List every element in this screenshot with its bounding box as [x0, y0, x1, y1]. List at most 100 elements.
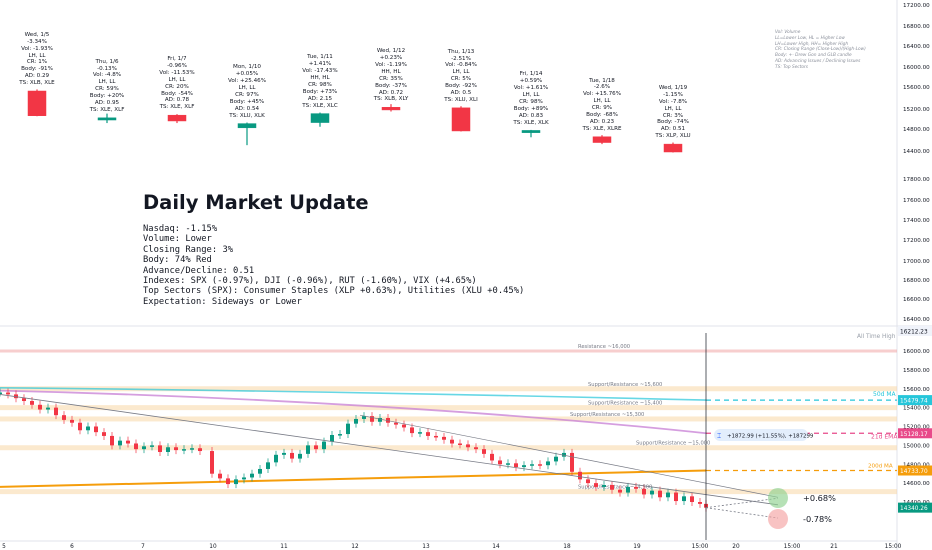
price-bar: [86, 426, 90, 431]
candle-annotation-line: Vol: +15.76%: [582, 91, 622, 98]
candle-annotation-line: +0.05%: [235, 71, 259, 78]
candle-annotation-line: CR: 20%: [165, 83, 189, 90]
candle-annotation-line: CR: 98%: [519, 98, 543, 105]
candle-annotation-line: AD: 0.23: [589, 118, 615, 125]
level-band-3: [0, 416, 897, 422]
price-bar: [274, 454, 278, 463]
candle-annotation-7: Fri, 1/14 +0.59% Vol: +1.61% LH, LL CR: 98% B…: [486, 71, 576, 126]
time-tick-13: 21: [830, 544, 838, 550]
projection-down-path: [705, 507, 779, 519]
price-bar: [394, 422, 398, 425]
price-tick-bottom-6: 15600.00: [903, 387, 930, 393]
candle-annotation-line: Body: -74%: [657, 119, 689, 126]
trend-line-main: [0, 394, 779, 506]
legend-key-line: LH=Lower High, HH= Higher High: [775, 41, 849, 47]
candle-annotation-line: +0.23%: [379, 55, 403, 61]
price-bar: [78, 422, 82, 431]
candle-annotation-4: Tue, 1/11 +1.41% Vol: -17.43% HH, HL CR: 98%…: [275, 54, 365, 109]
legend-key-line: Body: +- Drew Gon and GLB candle: [775, 53, 852, 59]
price-bar: [22, 398, 26, 402]
ma-200-line: [0, 469, 707, 488]
legend-key-line: AD: Advancing Issues / Declining Issues: [775, 58, 861, 64]
trend-lines: [0, 394, 779, 506]
price-tick-top-2: 16400.00: [903, 44, 930, 50]
candle-annotation-3: Mon, 1/10 +0.05% Vol: +25.46% LH, LL CR: 97%…: [202, 64, 292, 119]
candle-annotation-line: TS: XLE, XLF: [89, 106, 125, 113]
update-line-advance-decline: Advance/Decline: 0.51: [143, 265, 255, 276]
ma-200-label: 200d MA: [868, 464, 893, 470]
candle-annotation-line: Body: -54%: [161, 90, 193, 97]
price-tick-top-0: 17200.00: [903, 3, 930, 9]
price-tick-top-1: 16800.00: [903, 24, 930, 30]
daily-candles: [27, 89, 683, 153]
price-bar: [658, 490, 662, 498]
update-line-expectation: Expectation: Sideways or Lower: [143, 296, 302, 307]
time-axis[interactable]: 5 6 7 10 11 12 13 14 18 19 15:00 20 15:00 21 15:00: [0, 540, 902, 550]
candle-annotation-line: CR: 3%: [662, 112, 684, 119]
price-bar: [250, 473, 254, 478]
candle-annotation-line: CR: 35%: [379, 75, 403, 82]
price-bar: [142, 446, 146, 450]
candle-annotation-line: TS: XLE, XLF: [159, 104, 195, 111]
level-band-4: [0, 445, 897, 451]
level-band-2: [0, 405, 897, 411]
candle-annotation-line: AD: 0.54: [234, 105, 260, 112]
candle-annotation-line: AD: 0.95: [94, 100, 120, 107]
price-tick-bottom-1: 14600.00: [903, 481, 930, 487]
price-bar: [242, 477, 246, 480]
time-tick-14: 15:00: [885, 544, 902, 550]
price-bar: [110, 435, 114, 446]
candle-annotation-line: LH, LL: [452, 69, 470, 76]
candle-annotation-line: Vol: -4.8%: [92, 72, 122, 79]
candle-annotation-line: Body: -92%: [445, 83, 477, 90]
ath-badge-label: 16212.23: [900, 330, 928, 336]
price-bar: [610, 485, 614, 490]
candle-annotation-line: +1.41%: [308, 61, 332, 68]
price-bar: [102, 432, 106, 436]
candle-body-2: [167, 114, 187, 122]
price-axis[interactable]: 17200.00 16800.00 16400.00 16000.00 15600.00…: [898, 3, 932, 513]
candle-annotation-line: CR: 97%: [235, 92, 259, 99]
candle-annotation-line: LH, LL: [238, 85, 256, 92]
update-line-body: Body: 74% Red: [143, 255, 212, 266]
price-bar: [482, 449, 486, 454]
price-bar: [634, 486, 638, 489]
legend-key-line: TS: Top Sectors: [775, 64, 809, 70]
price-bar: [118, 440, 122, 446]
price-bar: [442, 436, 446, 440]
price-tick-bottom-2: 14800.00: [903, 462, 930, 468]
price-tick-top-14: 16600.00: [903, 297, 930, 303]
price-bar: [354, 418, 358, 424]
intraday-price-line: [0, 388, 708, 512]
price-bar: [150, 445, 154, 447]
candle-body-0: [27, 90, 47, 116]
legend-key-line: LL=Lower Low, HL = Higher Low: [775, 35, 845, 41]
price-bar: [234, 479, 238, 485]
time-tick-9: 19: [633, 544, 641, 550]
price-bar: [266, 462, 270, 469]
candle-annotation-line: Body: +45%: [229, 98, 265, 105]
price-bar: [506, 463, 510, 465]
price-bar: [410, 427, 414, 434]
price-bar: [426, 432, 430, 436]
measure-tooltip-label: +1872.99 (+11.55%), +187299: [727, 434, 814, 440]
candle-annotation-line: TS: XLB, XLE: [19, 80, 55, 87]
update-line-indexes: Indexes: SPX (-0.97%), DJI (-0.96%), RUT…: [143, 276, 477, 287]
candle-annotation-line: Body: +73%: [302, 88, 338, 95]
price-bar: [618, 489, 622, 493]
candle-annotation-line: Body: +20%: [89, 93, 125, 100]
candle-annotation-line: Wed, 1/19: [658, 84, 688, 91]
candle-annotation-line: Body: -91%: [21, 66, 53, 73]
price-badge-label-3: 14340.26: [900, 506, 928, 512]
candle-annotation-1: Thu, 1/6 -0.13% Vol: -4.8% LH, LL CR: 59% Bod…: [62, 59, 152, 114]
update-line-volume: Volume: Lower: [143, 234, 212, 245]
time-tick-3: 10: [209, 544, 217, 550]
candle-annotation-9: Wed, 1/19 -1.15% Vol: -7.8% LH, LL CR: 3% Bod…: [628, 85, 718, 140]
candle-body-9: [663, 143, 683, 153]
candle-annotation-line: LH, LL: [168, 76, 186, 83]
price-bar: [474, 447, 478, 450]
price-badge-0: [898, 395, 932, 406]
price-badge-1: [898, 428, 932, 439]
level-label-0: Resistance ~16,000: [578, 344, 630, 350]
